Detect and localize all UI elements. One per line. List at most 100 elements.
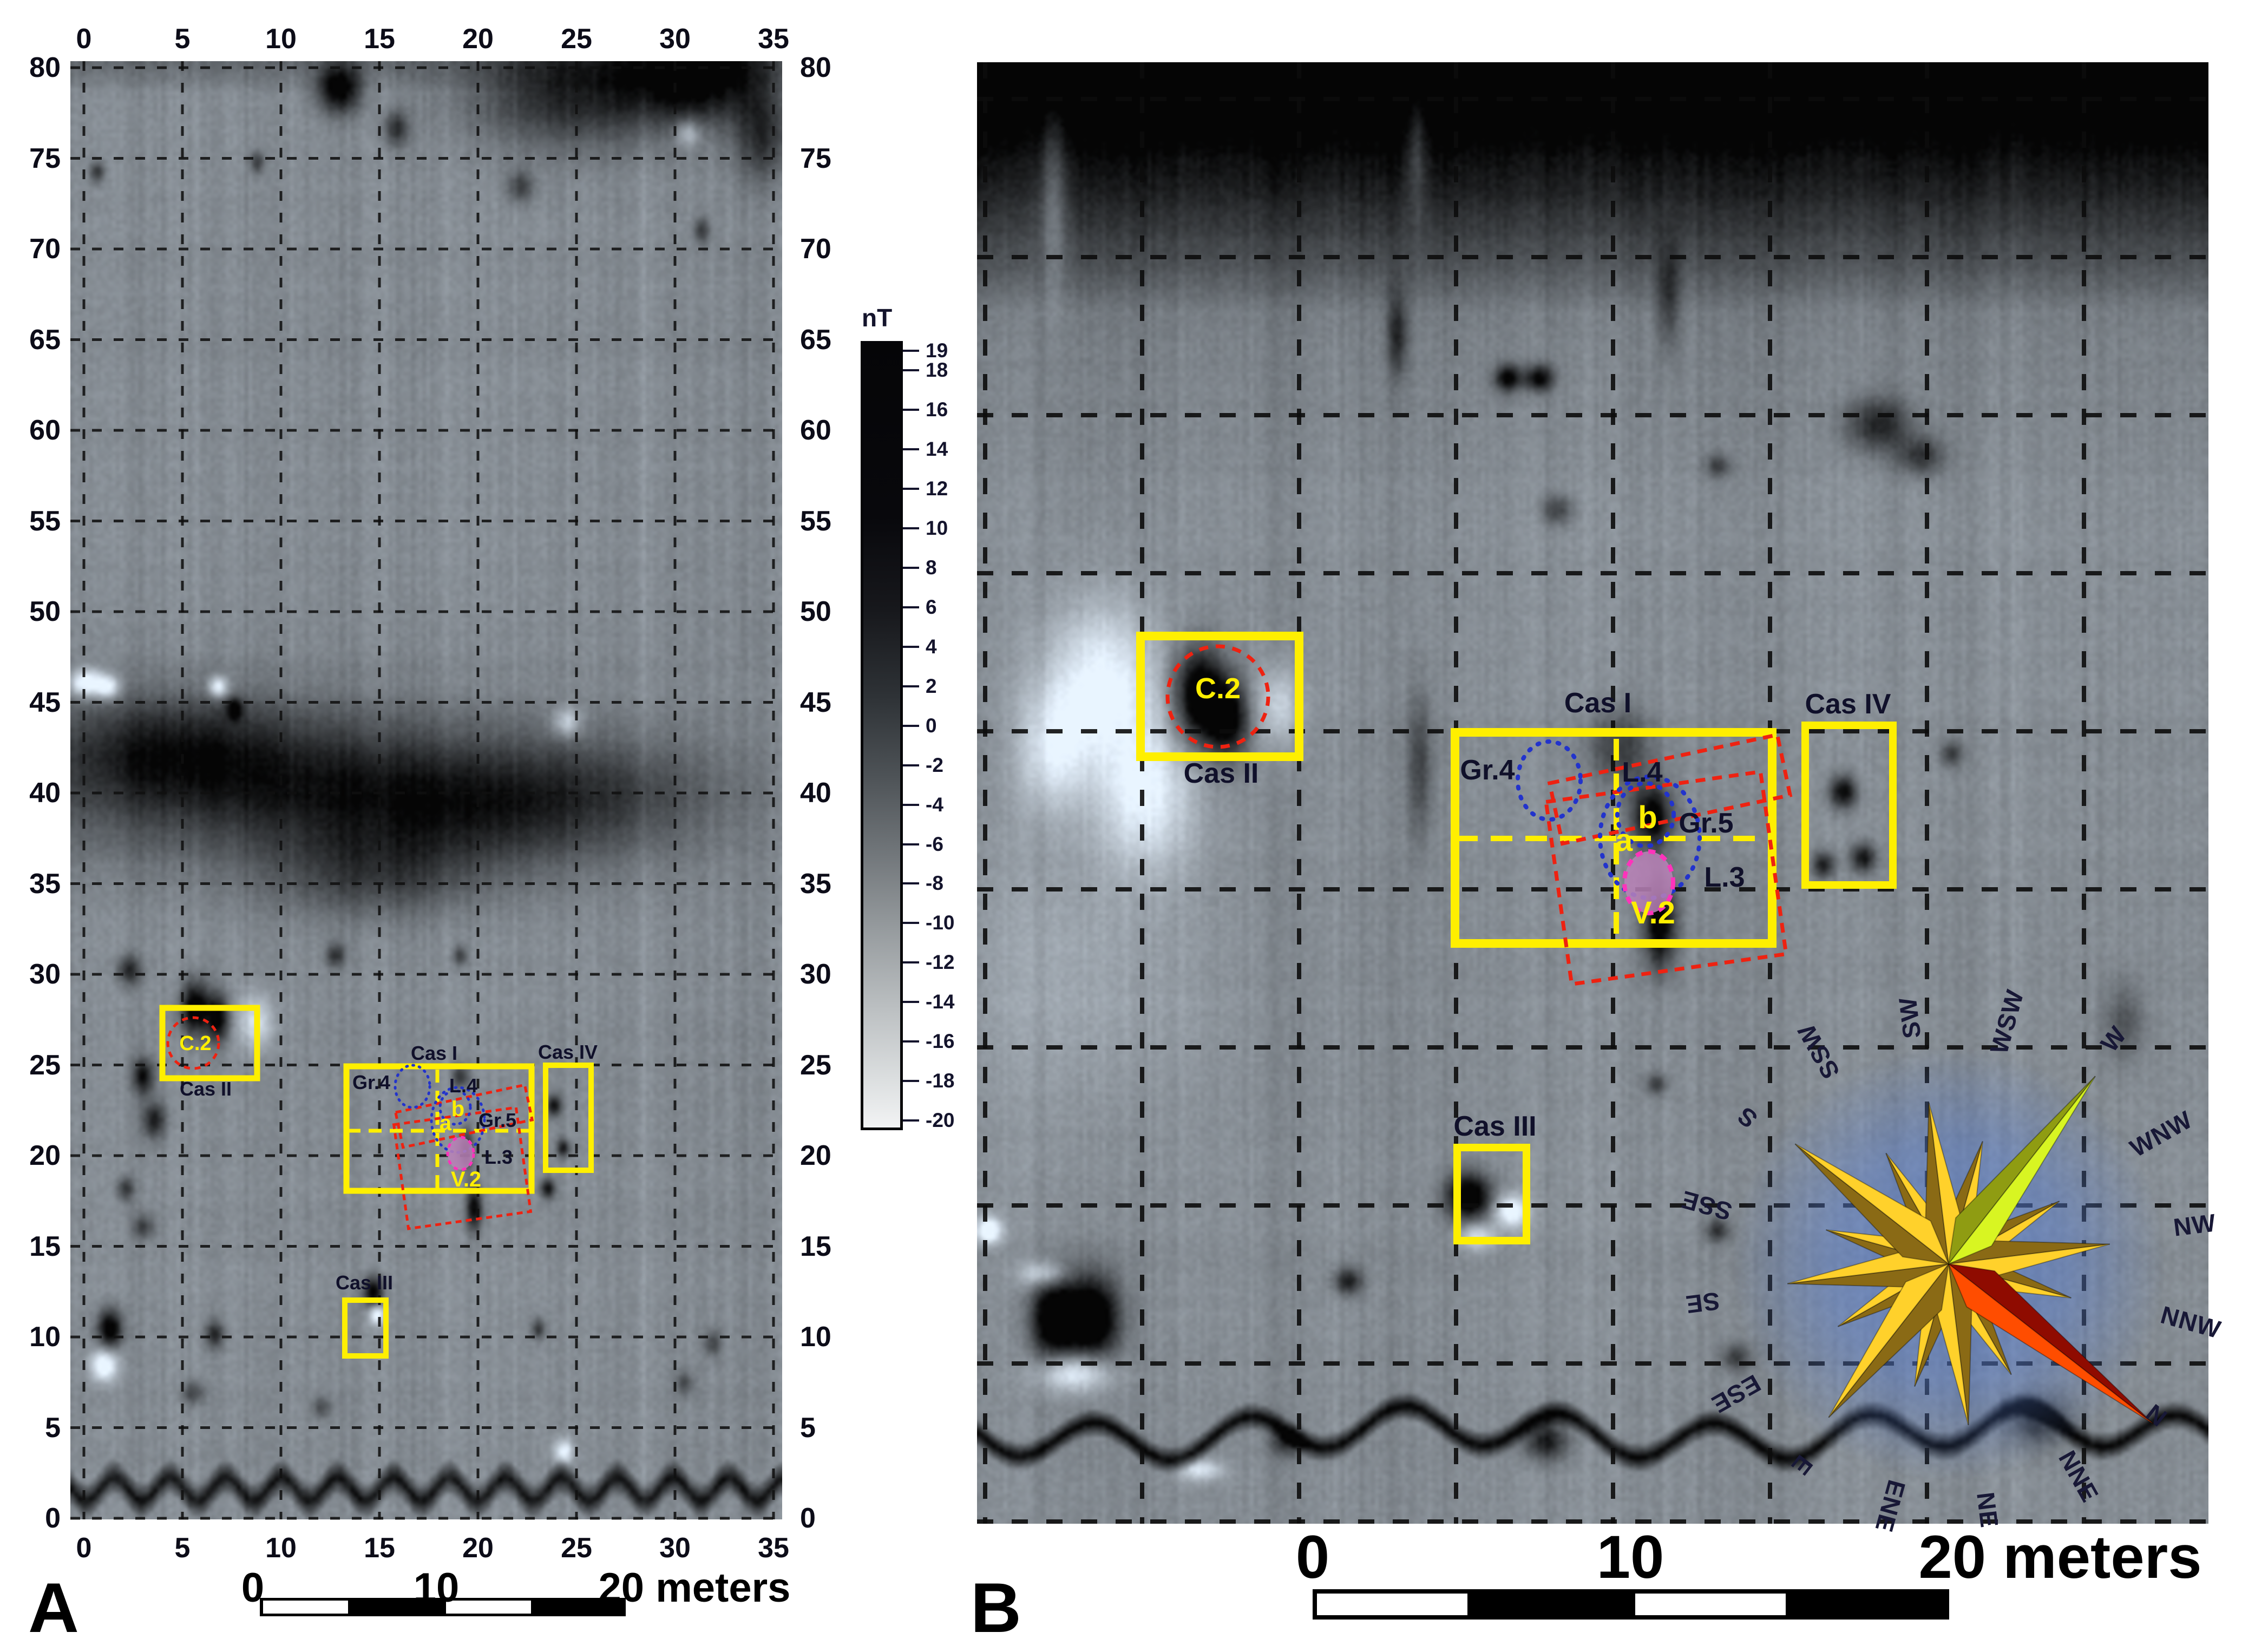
panel-a-y-tick-right: 35 xyxy=(800,868,831,900)
panel-a-y-tick-left: 75 xyxy=(29,142,61,174)
gr4-outline-b xyxy=(1516,739,1583,822)
label-cas-iv-b: Cas IV xyxy=(1805,689,1891,720)
label-cas-i-b: Cas I xyxy=(1564,687,1631,719)
panel-a-x-tick-bottom: 20 xyxy=(462,1532,494,1564)
scale-bar-b-seg1 xyxy=(1317,1594,1467,1615)
compass-label-s: S xyxy=(1732,1101,1762,1133)
colorbar-tick-line xyxy=(903,448,919,451)
colorbar-tick-label: 12 xyxy=(926,477,948,500)
cas-iv-box-a xyxy=(543,1063,594,1173)
c2-outline-b xyxy=(1165,644,1270,749)
compass-point-light-half xyxy=(1828,1262,1951,1418)
colorbar-tick-line xyxy=(903,567,919,569)
scale-b-end: 20 meters xyxy=(1918,1523,2202,1591)
label-cas-iii-a: Cas III xyxy=(336,1271,393,1294)
panel-a-x-tick-top: 20 xyxy=(462,23,494,55)
compass-label-sse: SSE xyxy=(1678,1185,1735,1227)
c2-outline-a xyxy=(166,1016,220,1070)
colorbar-tick-label: -10 xyxy=(926,912,955,934)
panel-a-x-tick-top: 35 xyxy=(758,23,789,55)
label-cas-ii-b: Cas II xyxy=(1184,758,1259,789)
colorbar-tick-line xyxy=(903,922,919,925)
label-b-b: b xyxy=(1638,800,1657,835)
label-cas-iii-b: Cas III xyxy=(1453,1111,1536,1142)
panel-a-y-tick-right: 45 xyxy=(800,686,831,718)
panel-a-x-tick-bottom: 10 xyxy=(265,1532,297,1564)
panel-a-x-tick-top: 5 xyxy=(174,23,191,55)
label-l3-a: L.3 xyxy=(484,1146,513,1168)
colorbar-tick-line xyxy=(903,1119,919,1122)
scale-a-mid: 10 xyxy=(413,1565,460,1611)
scale-b-mid: 10 xyxy=(1596,1523,1664,1591)
scale-bar-b xyxy=(1313,1589,1949,1620)
compass-label-sw: SW xyxy=(1893,995,1926,1040)
compass-label-nne: NNE xyxy=(2053,1446,2105,1507)
gr5-outline-b xyxy=(1598,775,1702,900)
cas-iv-box-b xyxy=(1801,722,1897,889)
colorbar-tick-line xyxy=(903,409,919,411)
panel-a-x-tick-top: 10 xyxy=(265,23,297,55)
colorbar-tick-label: 16 xyxy=(926,398,948,421)
compass-label-ne: NE xyxy=(1971,1491,2004,1530)
v2-outline-b xyxy=(1622,849,1675,915)
label-gr4-b: Gr.4 xyxy=(1460,755,1515,786)
colorbar-tick-label: 0 xyxy=(926,714,937,737)
panel-a-y-tick-left: 45 xyxy=(29,686,61,718)
panel-a-x-tick-bottom: 5 xyxy=(174,1532,191,1564)
panel-a-y-tick-left: 30 xyxy=(29,959,61,990)
scale-bar-a-seg3 xyxy=(446,1601,531,1614)
colorbar-tick-line xyxy=(903,645,919,648)
label-v2-b: V.2 xyxy=(1631,895,1675,930)
colorbar-tick-label: -18 xyxy=(926,1070,955,1092)
compass-label-ene: ENE xyxy=(1870,1477,1911,1536)
label-cas-i-a: Cas I xyxy=(411,1042,457,1064)
colorbar-tick-label: 10 xyxy=(926,517,948,540)
colorbar-tick-label: 19 xyxy=(926,339,948,362)
panel-a-x-tick-top: 25 xyxy=(561,23,592,55)
panel-b-letter: B xyxy=(971,1568,1021,1647)
cas-iii-box-a xyxy=(342,1297,389,1359)
colorbar-tick-line xyxy=(903,803,919,806)
label-cas-iv-a: Cas IV xyxy=(538,1041,598,1063)
panel-a-x-tick-top: 15 xyxy=(364,23,395,55)
panel-a-x-tick-bottom: 0 xyxy=(76,1532,92,1564)
colorbar-tick-label: 18 xyxy=(926,359,948,382)
panel-a-y-tick-right: 65 xyxy=(800,324,831,356)
panel-a-y-tick-right: 10 xyxy=(800,1321,831,1353)
panel-a-x-tick-top: 30 xyxy=(659,23,691,55)
cas-iii-box-b xyxy=(1453,1144,1530,1244)
cas-i-box-b xyxy=(1451,728,1777,948)
compass-point xyxy=(1946,1076,2096,1266)
panel-a-letter: A xyxy=(28,1568,79,1647)
colorbar-tick-line xyxy=(903,1080,919,1083)
panel-a-y-tick-right: 0 xyxy=(800,1503,816,1534)
panel-a-y-tick-left: 5 xyxy=(45,1412,61,1444)
panel-a-y-tick-right: 50 xyxy=(800,596,831,627)
colorbar-tick-line xyxy=(903,1001,919,1004)
compass-label-ese: ESE xyxy=(1707,1369,1765,1419)
compass-point-light-half xyxy=(1946,1076,2096,1266)
colorbar-tick-label: -20 xyxy=(926,1109,955,1131)
colorbar xyxy=(861,341,903,1130)
panel-a-y-tick-right: 25 xyxy=(800,1049,831,1081)
compass-point xyxy=(1828,1262,1951,1418)
panel-a-y-tick-left: 0 xyxy=(45,1503,61,1534)
panel-a-y-tick-right: 5 xyxy=(800,1412,816,1444)
colorbar-tick-label: 4 xyxy=(926,635,937,658)
colorbar-tick-line xyxy=(903,369,919,372)
compass-point-light-half xyxy=(1947,1262,2154,1425)
scale-bar-b-seg3 xyxy=(1635,1594,1786,1615)
compass-label-se: SE xyxy=(1684,1287,1721,1319)
colorbar-tick-label: -6 xyxy=(926,832,943,855)
label-l4-a: L.4 xyxy=(449,1074,477,1097)
colorbar-tick-line xyxy=(903,350,919,352)
cas-ii-box-b xyxy=(1136,632,1303,761)
colorbar-tick-label: 6 xyxy=(926,595,937,618)
panel-a-y-tick-left: 55 xyxy=(29,505,61,537)
label-b-a: b xyxy=(451,1097,464,1121)
colorbar-tick-label: -4 xyxy=(926,793,943,816)
b-outline-b xyxy=(1615,781,1676,848)
compass-label-nnw: NNW xyxy=(2158,1300,2224,1343)
